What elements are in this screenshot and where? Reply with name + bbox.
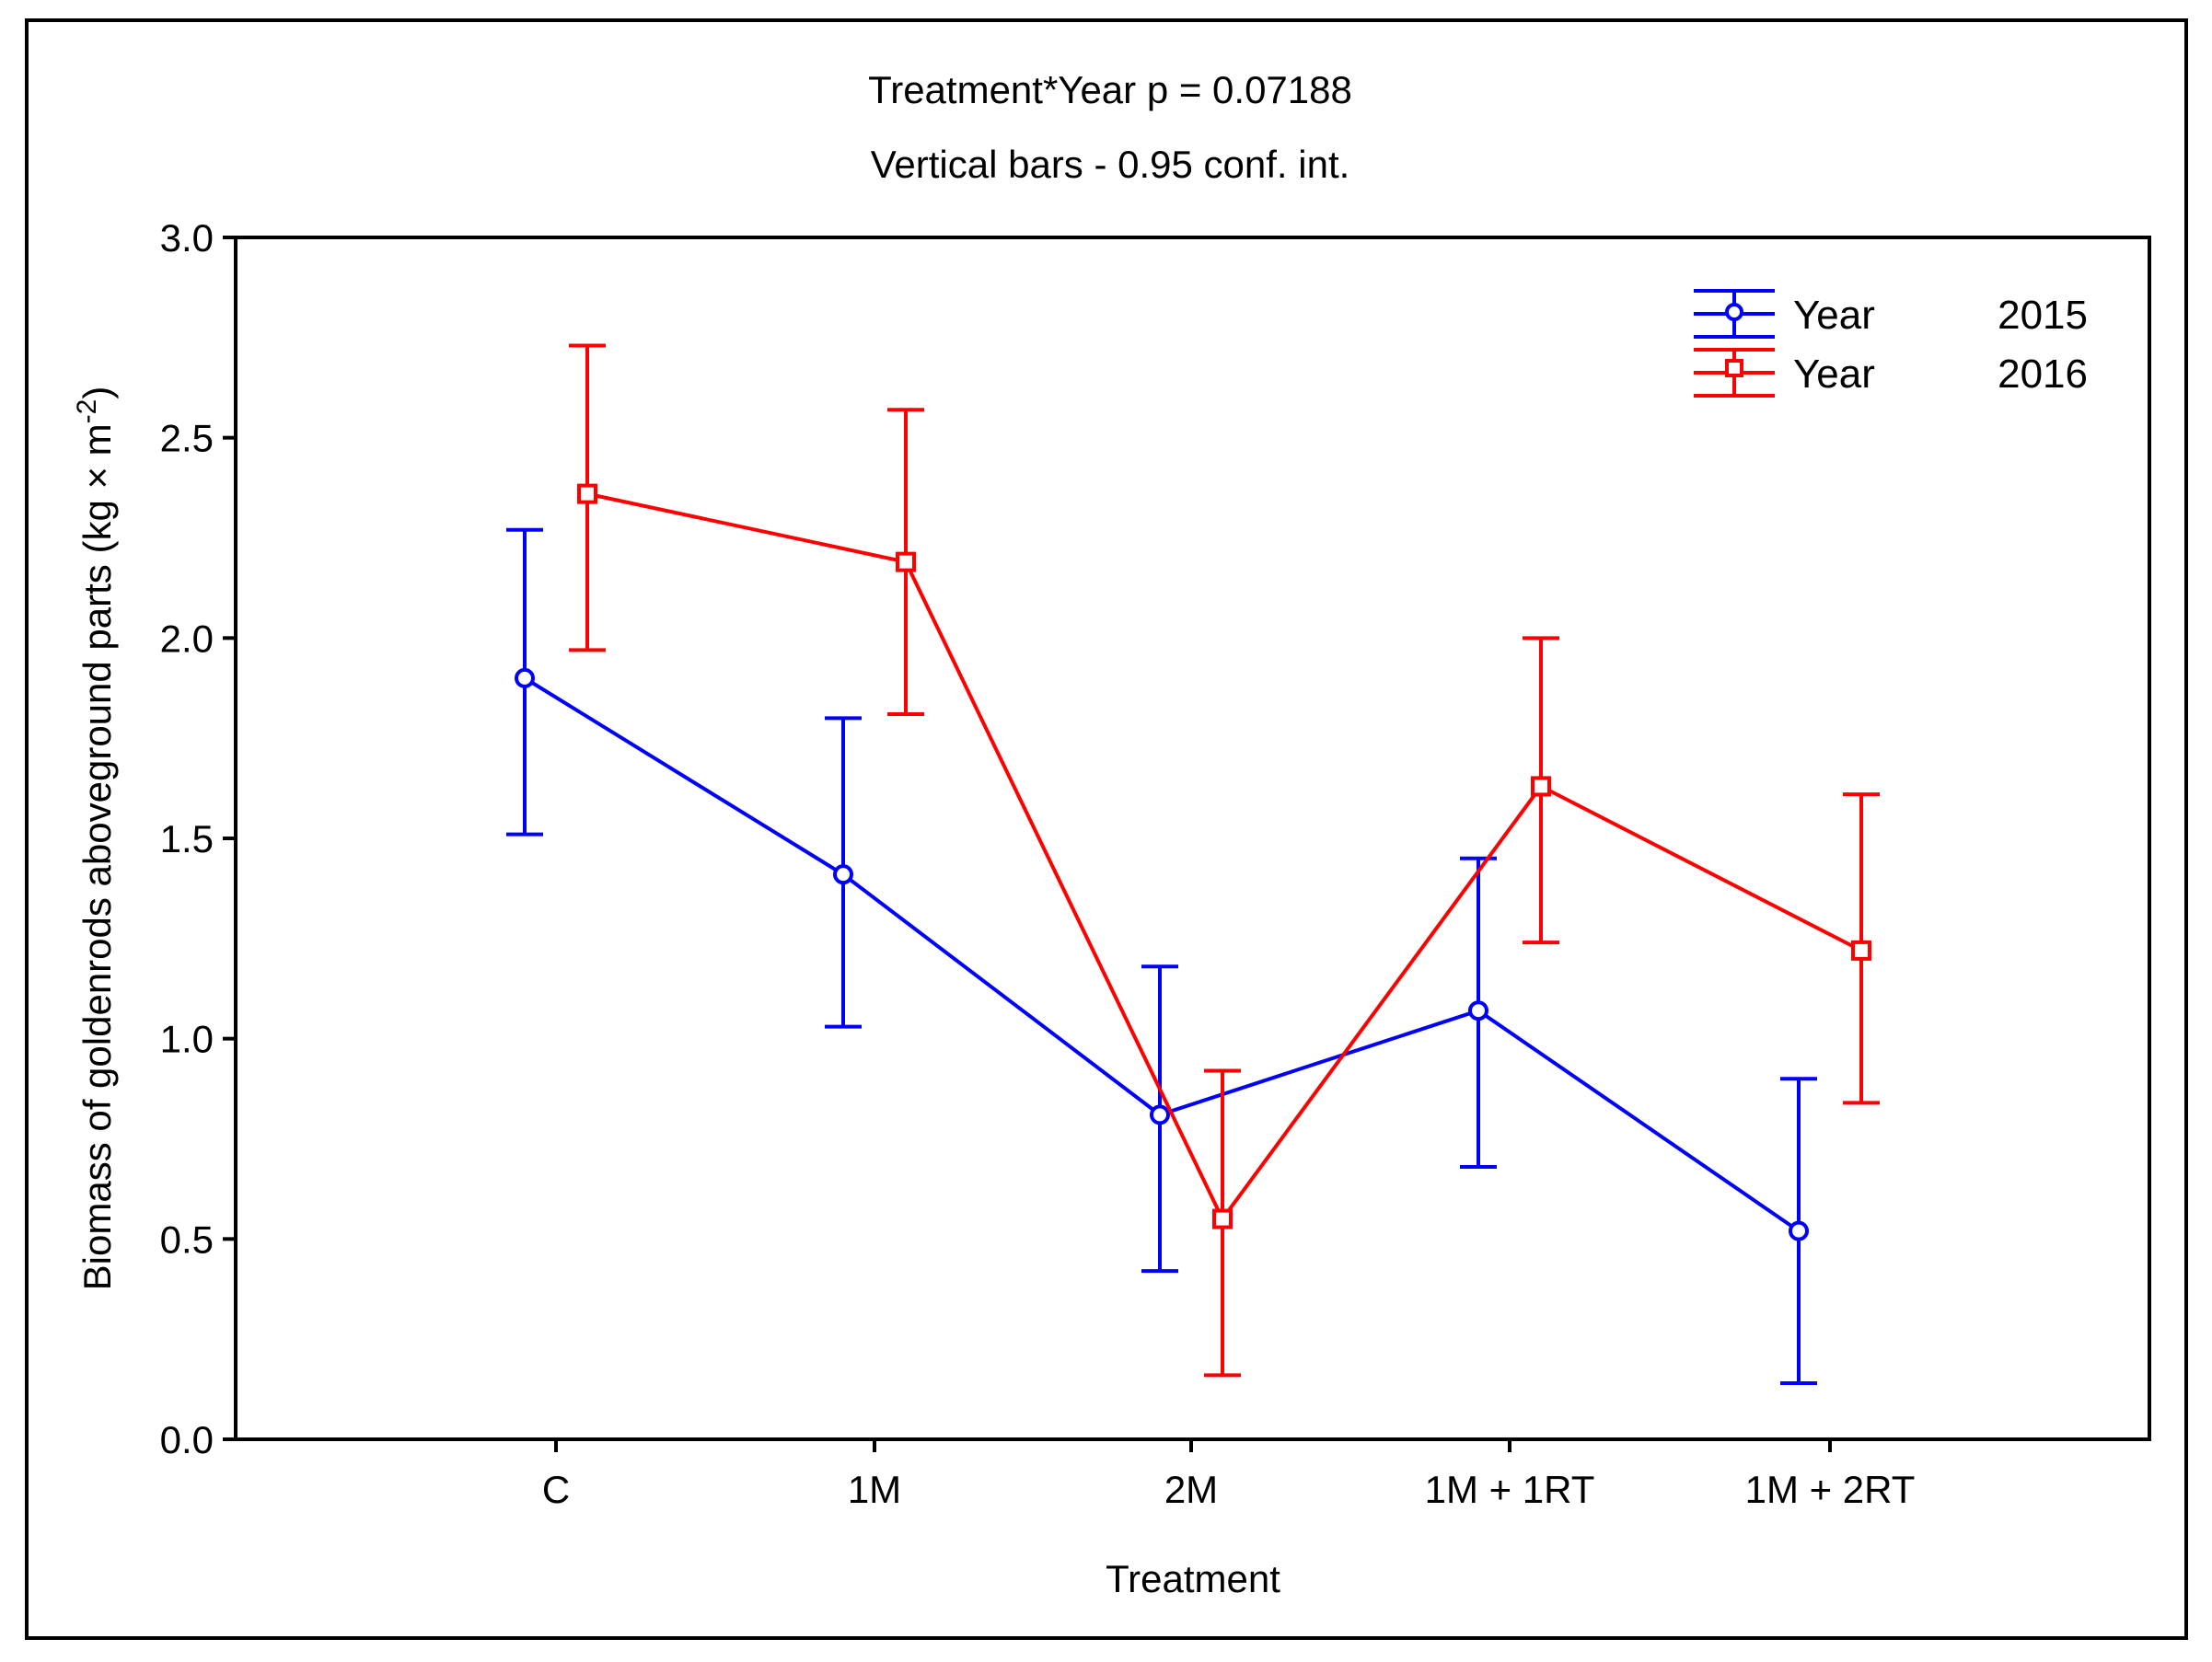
series-layer [506, 343, 1880, 1386]
legend-year-2016: 2016 [1998, 352, 2088, 397]
legend-year-2015: 2015 [1998, 293, 2088, 338]
y-axis-label-main: Biomass of goldenrods aboveground parts … [75, 423, 119, 1290]
legend-label-2015: Year [1793, 293, 1875, 338]
legend-label-2016: Year [1793, 352, 1875, 397]
x-axis-label: Treatment [1106, 1557, 1280, 1600]
data-point-2016-3 [1531, 776, 1551, 797]
legend-entry-2016: Year 2016 [1694, 348, 2088, 398]
y-axis-label-close: ) [75, 387, 119, 399]
y-tick-label-0: 0.0 [160, 1418, 214, 1461]
y-axis: 0.0 0.5 1.0 1.5 2.0 2.5 3.0 [160, 216, 236, 1461]
chart-title: Treatment*Year p = 0.07188 [868, 68, 1352, 111]
legend-entry-2015: Year 2015 [1694, 289, 2088, 339]
chart-subtitle: Vertical bars - 0.95 conf. int. [871, 143, 1350, 186]
data-point-2016-2 [1212, 1208, 1233, 1229]
x-axis: C 1M 2M 1M + 1RT 1M + 2RT [542, 1439, 1916, 1511]
data-point-2016-0 [577, 483, 597, 504]
x-tick-label-0: C [542, 1468, 570, 1511]
series-2016 [569, 343, 1880, 1378]
legend: Year 2015 Year 2016 [1694, 289, 2088, 398]
data-point-2016-4 [1851, 940, 1871, 961]
y-tick-label-3: 1.5 [160, 817, 214, 860]
data-point-2015-4 [1789, 1220, 1809, 1241]
data-point-2015-2 [1150, 1104, 1170, 1125]
x-tick-label-3: 1M + 1RT [1425, 1468, 1595, 1511]
x-tick-label-2: 2M [1164, 1468, 1218, 1511]
data-point-2016-1 [896, 551, 916, 572]
y-tick-label-6: 3.0 [160, 216, 214, 260]
legend-marker-2016 [1725, 359, 1743, 377]
x-tick-label-4: 1M + 2RT [1745, 1468, 1916, 1511]
y-axis-label: Biomass of goldenrods aboveground parts … [72, 387, 119, 1291]
x-tick-label-1: 1M [848, 1468, 901, 1511]
series-2015 [506, 527, 1817, 1386]
y-tick-label-2: 1.0 [160, 1018, 214, 1061]
data-point-2015-1 [833, 864, 853, 885]
y-axis-label-sup: -2 [72, 399, 102, 424]
y-tick-label-1: 0.5 [160, 1218, 214, 1261]
chart-frame [25, 18, 2188, 1640]
data-point-2015-0 [515, 667, 535, 688]
data-point-2015-3 [1468, 1000, 1488, 1021]
y-tick-label-5: 2.5 [160, 417, 214, 460]
y-tick-label-4: 2.0 [160, 617, 214, 660]
legend-marker-2015 [1725, 303, 1743, 321]
